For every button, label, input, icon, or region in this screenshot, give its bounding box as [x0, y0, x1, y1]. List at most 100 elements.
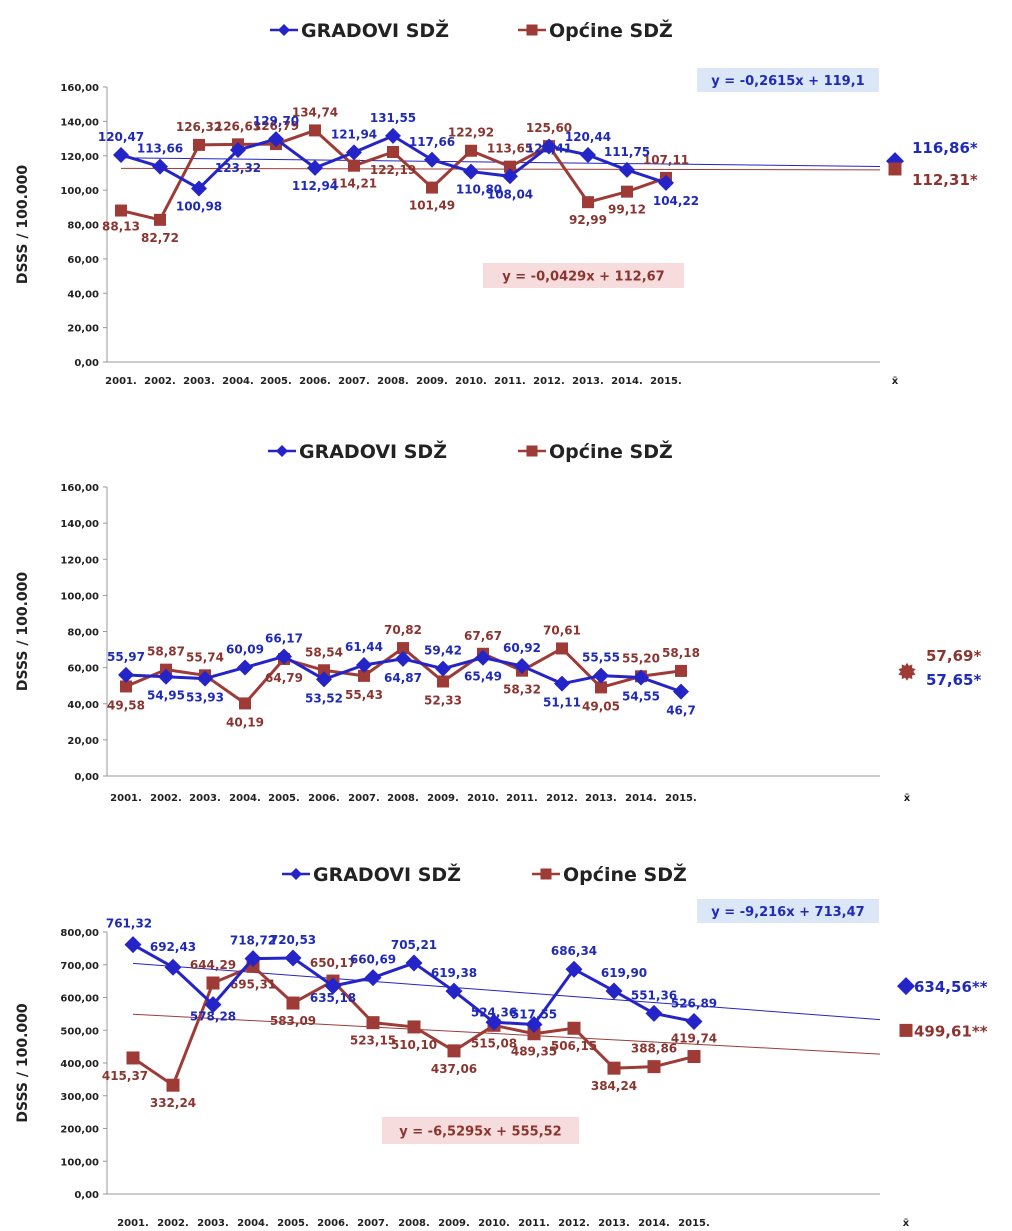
data-label-opcine: 650,17	[310, 956, 356, 970]
point-gradovi	[525, 1016, 543, 1034]
data-label-gradovi: 125,41	[526, 141, 572, 155]
data-label-opcine: 126,79	[253, 119, 299, 133]
point-gradovi	[502, 168, 518, 185]
data-label-opcine: 58,87	[147, 645, 185, 659]
point-gradovi	[164, 958, 182, 976]
y-tick-label: 0,00	[74, 772, 99, 783]
data-label-gradovi: 660,69	[350, 953, 396, 967]
data-label-gradovi: 104,22	[653, 194, 699, 208]
point-gradovi	[244, 950, 262, 968]
x-tick-label: 2003.	[197, 1218, 229, 1229]
data-label-opcine: 388,86	[631, 1042, 677, 1056]
point-opcine	[309, 124, 321, 137]
y-tick-label: 100,00	[60, 1157, 99, 1168]
point-gradovi	[435, 660, 451, 677]
point-opcine	[556, 642, 568, 655]
x-tick-label: 2015.	[650, 376, 682, 387]
y-tick-label: 120,00	[60, 152, 99, 163]
point-gradovi	[197, 670, 213, 687]
data-label-gradovi: 53,52	[305, 691, 343, 705]
data-label-opcine: 695,31	[230, 977, 276, 991]
point-opcine	[366, 1016, 380, 1030]
data-label-gradovi: 60,09	[226, 642, 264, 656]
x-tick-label: 2004.	[222, 376, 254, 387]
data-label-gradovi: 65,49	[464, 670, 502, 684]
y-tick-label: 200,00	[60, 1125, 99, 1136]
mean-marker-opcine	[899, 1023, 913, 1037]
y-tick-label: 0,00	[74, 1190, 99, 1201]
legend-marker-gradovi	[290, 868, 302, 880]
x-tick-label: 2012.	[533, 376, 565, 387]
point-gradovi	[475, 649, 491, 666]
mean-label-opcine: 112,31*	[912, 171, 978, 189]
point-opcine	[286, 996, 300, 1010]
data-label-opcine: 126,63	[215, 119, 261, 133]
data-label-opcine: 384,24	[591, 1079, 637, 1093]
y-axis-title: DSSS / 100.000	[15, 165, 31, 284]
chart-1: 0,00 20,00 40,00 60,00 80,00 100,00 120,00 140,…	[15, 19, 978, 387]
point-gradovi	[191, 180, 207, 197]
point-opcine	[358, 669, 370, 682]
data-label-gradovi: 720,53	[270, 933, 316, 947]
data-label-opcine: 506,15	[551, 1039, 597, 1053]
legend: GRADOVI SDŽ Općine SDŽ	[282, 863, 687, 886]
x-tick-label: 2004.	[229, 793, 261, 804]
x-tick-label: 2012.	[558, 1218, 590, 1229]
point-opcine	[675, 664, 687, 677]
point-gradovi	[276, 648, 292, 665]
data-label-gradovi: 551,36	[631, 988, 677, 1002]
data-label-opcine: 437,06	[431, 1062, 477, 1076]
x-tick-label: x̄	[892, 376, 899, 387]
x-tick-label: x̄	[903, 1218, 910, 1229]
y-tick-label: 60,00	[67, 255, 99, 266]
mean-marker-opcine	[898, 662, 916, 681]
x-tick-label: 2012.	[546, 793, 578, 804]
data-label-gradovi: 61,44	[345, 640, 383, 654]
point-gradovi	[593, 667, 609, 684]
data-label-gradovi: 761,32	[106, 917, 152, 931]
x-tick-label: 2004.	[237, 1218, 269, 1229]
point-gradovi	[645, 1004, 663, 1022]
point-gradovi	[268, 131, 284, 148]
legend-label-gradovi: GRADOVI SDŽ	[301, 19, 449, 42]
point-opcine	[206, 976, 220, 990]
data-label-gradovi: 51,11	[543, 696, 581, 710]
x-tick-label: 2002.	[150, 793, 182, 804]
data-label-opcine: 510,10	[391, 1038, 437, 1052]
point-gradovi	[158, 668, 174, 685]
x-tick-label: 2006.	[317, 1218, 349, 1229]
point-opcine	[527, 1027, 541, 1041]
point-gradovi	[307, 159, 323, 176]
point-gradovi	[113, 146, 129, 163]
point-opcine	[687, 1050, 701, 1064]
data-label-gradovi: 46,7	[666, 704, 696, 718]
point-gradovi	[405, 954, 423, 972]
y-tick-label: 100,00	[60, 186, 99, 197]
legend: GRADOVI SDŽ Općine SDŽ	[268, 440, 673, 463]
mean-label-opcine: 499,61**	[914, 1022, 988, 1040]
legend-label-opcine: Općine SDŽ	[549, 19, 673, 42]
data-label-opcine: 101,49	[409, 199, 455, 213]
data-label-opcine: 489,35	[511, 1045, 557, 1059]
x-tick-label: 2006.	[299, 376, 331, 387]
data-label-opcine: 114,21	[331, 177, 377, 191]
data-label-gradovi: 517,55	[511, 1008, 557, 1022]
data-label-gradovi: 120,44	[565, 130, 611, 144]
y-tick-label: 40,00	[67, 700, 99, 711]
data-label-gradovi: 108,04	[487, 187, 533, 201]
equation-opcine: y = -6,5295x + 555,52	[399, 1125, 561, 1140]
point-gradovi	[237, 659, 253, 676]
x-tick-label: 2001.	[110, 793, 142, 804]
point-opcine	[407, 1020, 421, 1034]
y-axis-title: DSSS / 100.000	[15, 572, 31, 691]
x-tick-label: 2011.	[494, 376, 526, 387]
point-opcine	[607, 1061, 621, 1075]
point-gradovi	[673, 683, 689, 700]
point-gradovi	[395, 650, 411, 667]
point-gradovi	[152, 158, 168, 175]
